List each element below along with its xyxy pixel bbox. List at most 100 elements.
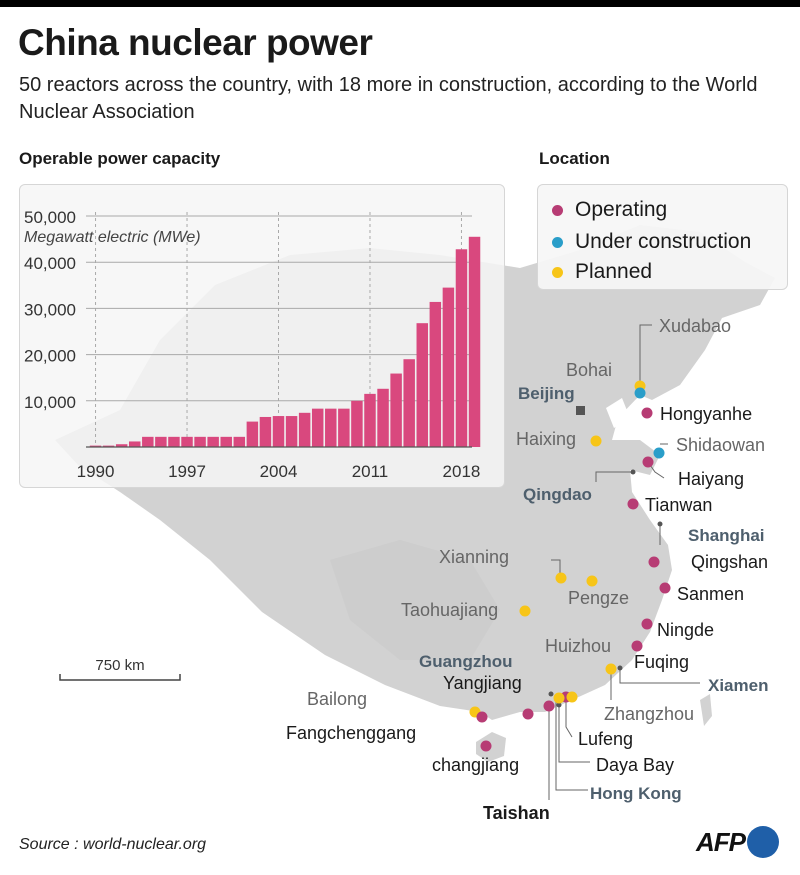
y-tick-label: 40,000: [24, 254, 76, 273]
y-axis-label: Megawatt electric (MWe): [24, 229, 201, 246]
site-label-fangchenggang: Fangchenggang: [286, 723, 416, 743]
site-dots: [469, 380, 671, 752]
bar-1997: [181, 436, 193, 447]
legend-dot-under-construction: [552, 236, 563, 248]
source-note: Source : world-nuclear.org: [19, 836, 207, 853]
scale-bar-line: [59, 674, 181, 681]
x-tick-label: 2004: [260, 462, 298, 481]
bar-2001: [233, 436, 246, 447]
bar-1996: [168, 436, 180, 447]
afp-logo: AFP: [696, 826, 779, 858]
x-tick-label: 1990: [77, 462, 115, 481]
xiamen-marker: [617, 665, 623, 671]
bar-1994: [142, 436, 154, 447]
bar-2014: [403, 359, 415, 447]
site-dot-fangchenggang: [476, 711, 488, 723]
bar-2017: [442, 287, 455, 447]
afp-logo-circle-icon: [747, 826, 779, 858]
site-label-xianning: Xianning: [439, 547, 509, 567]
bar-2008: [325, 408, 337, 447]
sea-bohai: [606, 398, 630, 428]
chart-panel: 10,000 20,000 30,000 40,000 50,000 1990 1997 20…: [19, 184, 505, 488]
legend-label-under-construction: Under construction: [575, 230, 752, 253]
city-labels: Beijing Qingdao Shanghai Guangzhou Xiame…: [419, 384, 768, 803]
city-label-qingdao: Qingdao: [523, 485, 592, 504]
y-tick-label: 50,000: [24, 208, 76, 227]
leader-xianning: [551, 559, 561, 576]
site-label-hongyanhe: Hongyanhe: [660, 404, 752, 424]
city-label-beijing: Beijing: [518, 384, 575, 403]
bar-1999: [207, 436, 219, 447]
bar-2010: [351, 400, 363, 447]
legend-item-under-construction: Under construction: [552, 229, 751, 255]
site-label-bailong: Bailong: [307, 689, 367, 709]
site-label-zhangzhou: Zhangzhou: [604, 704, 694, 724]
leader-xudabao: [639, 324, 652, 384]
page-subtitle: 50 reactors across the country, with 18 …: [19, 74, 758, 123]
site-label-haixing: Haixing: [516, 429, 576, 449]
bar-1991: [102, 445, 115, 447]
site-label-qingshan: Qingshan: [691, 552, 768, 572]
bar-2012: [377, 388, 389, 447]
site-label-yangjiang: Yangjiang: [443, 673, 522, 693]
site-dot-lufeng: [566, 691, 578, 703]
legend-label-operating: Operating: [575, 198, 668, 221]
bar-1993: [129, 441, 141, 447]
site-dot-qingshan: [648, 556, 660, 568]
guangzhou-marker: [548, 691, 554, 697]
bar-1995: [155, 436, 167, 447]
land-taiwan: [700, 694, 712, 726]
bar-1998: [194, 436, 206, 447]
x-tick-label: 2011: [352, 462, 389, 481]
x-tick-label: 1997: [168, 462, 206, 481]
land-region-south: [330, 540, 500, 660]
site-dot-changjiang: [480, 740, 492, 752]
site-label-dayabay: Daya Bay: [596, 755, 674, 775]
site-dot-taishan: [543, 700, 555, 712]
site-dot-ningde: [641, 618, 653, 630]
site-dot-haiyang: [642, 456, 654, 468]
bar-2011: [364, 393, 376, 447]
legend-dot-operating: [552, 204, 563, 216]
site-label-haiyang: Haiyang: [678, 469, 744, 489]
bar-2009: [338, 408, 350, 447]
qingdao-marker: [630, 469, 636, 475]
site-dot-hongyanhe: [641, 407, 653, 419]
leader-lufeng: [565, 697, 573, 738]
city-label-shanghai: Shanghai: [688, 526, 765, 545]
site-label-shidaowan: Shidaowan: [676, 435, 765, 455]
site-dot-taohuajiang: [519, 605, 531, 617]
bar-2015: [416, 323, 428, 447]
bar-2013: [390, 373, 402, 447]
site-label-tianwan: Tianwan: [645, 495, 712, 515]
site-dot-xianning: [555, 572, 567, 584]
shanghai-marker: [657, 521, 663, 527]
bar-1992: [115, 444, 128, 447]
legend-dot-planned: [552, 266, 563, 278]
afp-logo-text: AFP: [696, 826, 746, 857]
site-label-taishan: Taishan: [483, 803, 550, 823]
site-dot-dayabay-planned: [553, 692, 565, 704]
site-label-lufeng: Lufeng: [578, 729, 633, 749]
site-dot-tianwan: [627, 498, 639, 510]
y-tick-label: 30,000: [24, 300, 76, 319]
bar-2018: [455, 249, 468, 447]
legend-heading: Location: [539, 149, 610, 168]
leader-hongkong: [555, 697, 588, 791]
site-label-fuqing: Fuqing: [634, 652, 689, 672]
site-label-taohuajiang: Taohuajiang: [401, 600, 498, 620]
city-label-hongkong: Hong Kong: [590, 784, 682, 803]
leader-xiamen: [619, 668, 700, 684]
bar-2006: [298, 412, 311, 447]
bar-2005: [285, 416, 298, 447]
bar-2000: [220, 436, 232, 447]
hongkong-marker: [556, 702, 562, 708]
bar-2016: [429, 301, 442, 447]
y-tick-label: 10,000: [24, 393, 76, 412]
legend-item-planned: Planned: [552, 259, 652, 285]
site-dot-pengze: [586, 575, 598, 587]
site-dot-bohai: [634, 387, 646, 399]
site-dot-zhangzhou: [605, 663, 617, 675]
site-dot-shidaowan: [653, 447, 665, 459]
capacity-chart: 10,000 20,000 30,000 40,000 50,000 1990 1997 20…: [24, 208, 480, 481]
